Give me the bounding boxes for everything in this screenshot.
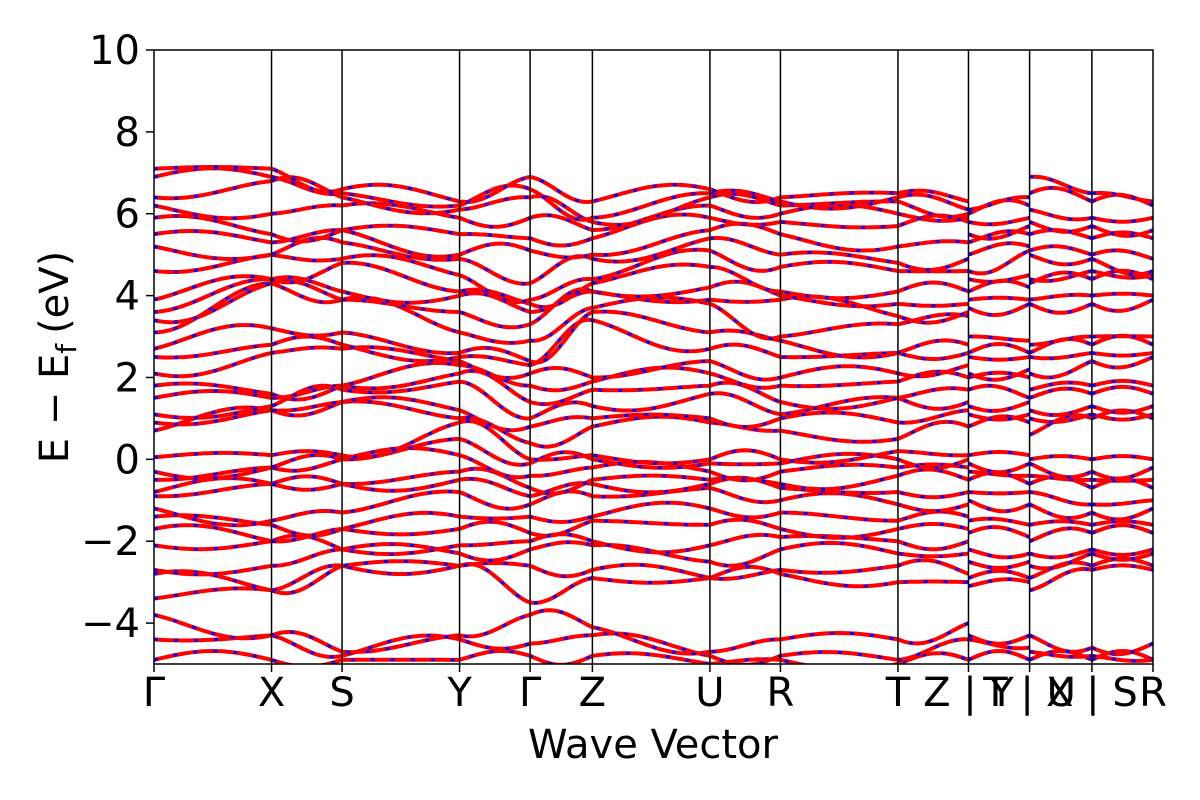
band-line-red	[154, 201, 1153, 241]
band-line-red	[154, 379, 1153, 421]
x-tick-label: X	[258, 670, 285, 716]
band-line-red	[154, 540, 1153, 577]
band-line-red	[154, 175, 1153, 227]
band-line-red	[154, 395, 1153, 433]
band-line-red	[154, 648, 1153, 664]
kpoint-separators	[270, 50, 1093, 664]
band-line-red	[154, 446, 1153, 483]
x-tick-label: T | U	[982, 670, 1076, 716]
x-tick-label: X | S	[1046, 670, 1138, 716]
y-tick-label: 8	[115, 110, 140, 156]
band-line-red	[154, 345, 1153, 382]
band-line-blue-dashed	[154, 399, 1153, 449]
band-line-blue-dashed	[154, 166, 1153, 222]
band-line-red	[154, 281, 1153, 347]
x-tick-label: R	[1139, 670, 1167, 716]
x-tick-label: Y	[446, 670, 472, 716]
y-axis-title-main: E − E	[32, 354, 78, 464]
band-line-blue-dashed	[154, 608, 1153, 656]
band-line-blue-dashed	[154, 345, 1153, 382]
y-tick-label: 4	[115, 274, 140, 320]
band-lines	[154, 165, 1153, 664]
plot-frame	[153, 49, 1154, 665]
band-line-red	[154, 517, 1153, 544]
y-axis-title-unit: (eV)	[32, 251, 78, 334]
y-axis-ticks: −4 −2 0 2 4 6 8 10	[81, 28, 154, 647]
band-line-red	[154, 279, 1153, 330]
y-axis-title: E − Ef (eV)	[32, 251, 83, 464]
x-tick-label: Z	[579, 670, 606, 716]
band-line-blue-dashed	[154, 248, 1153, 304]
band-line-red	[154, 165, 1153, 212]
x-tick-label: U	[695, 670, 724, 716]
y-tick-label: −2	[81, 519, 140, 565]
band-line-red	[154, 419, 1153, 466]
x-tick-label: S	[329, 670, 354, 716]
x-tick-label: Γ	[143, 670, 166, 716]
y-axis-title-subscript: f	[50, 343, 83, 354]
band-line-red	[154, 556, 1153, 596]
band-line-red	[154, 235, 1153, 286]
x-axis-title: Wave Vector	[528, 722, 779, 768]
y-tick-label: 6	[115, 192, 140, 238]
band-line-blue-dashed	[154, 310, 1153, 364]
band-line-red	[154, 500, 1153, 538]
band-line-red	[154, 317, 1153, 368]
x-tick-label: Z | Y	[923, 670, 1014, 716]
y-tick-label: 0	[115, 437, 140, 483]
band-line-red	[154, 562, 1153, 605]
band-line-red	[154, 166, 1153, 222]
y-tick-label: 2	[115, 355, 140, 401]
y-tick-label: −4	[81, 601, 140, 647]
band-line-blue-dashed	[154, 437, 1153, 480]
band-line-red	[154, 361, 1153, 402]
y-tick-label: 10	[89, 28, 140, 74]
band-line-red	[154, 436, 1153, 481]
band-line-red	[154, 221, 1153, 261]
band-line-blue-dashed	[154, 261, 1153, 309]
x-tick-label: T	[885, 670, 911, 716]
band-line-red	[154, 631, 1153, 664]
x-tick-label: Γ	[519, 670, 542, 716]
band-line-red	[154, 212, 1153, 248]
x-tick-label: R	[767, 670, 795, 716]
band-line-blue-dashed	[154, 369, 1153, 411]
band-line-red	[154, 474, 1153, 507]
